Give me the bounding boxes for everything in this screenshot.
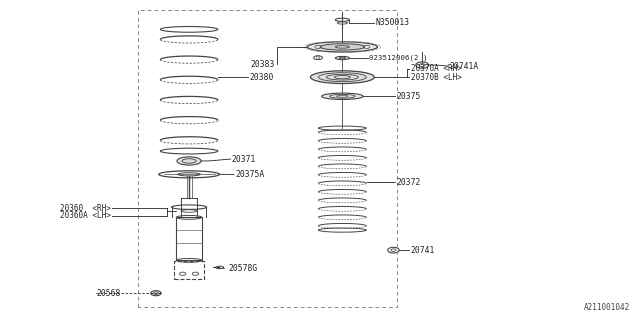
Text: A211001042: A211001042 [584,303,630,312]
Text: 20383: 20383 [251,60,275,69]
Ellipse shape [177,157,201,165]
Text: 20375: 20375 [397,92,421,101]
Text: 20380: 20380 [250,73,274,82]
Ellipse shape [310,71,374,84]
Bar [176,217,202,260]
Ellipse shape [307,42,378,52]
Text: 20360A <LH>: 20360A <LH> [60,211,111,220]
Bar [173,261,204,278]
Text: 20370B <LH>: 20370B <LH> [411,73,461,82]
Text: 20568: 20568 [97,289,121,298]
Text: 20578G: 20578G [228,264,257,273]
Ellipse shape [321,93,363,100]
Text: 20741A: 20741A [449,61,478,70]
Text: 20741: 20741 [411,246,435,255]
Text: 20372: 20372 [397,178,421,187]
Text: 20371: 20371 [232,155,256,164]
Ellipse shape [320,44,365,50]
Text: 023512006(2 ): 023512006(2 ) [369,55,428,61]
Text: 20360  <RH>: 20360 <RH> [60,204,111,213]
Text: 20375A: 20375A [235,170,264,179]
Text: N: N [316,55,319,60]
Text: 20370A <RH>: 20370A <RH> [411,64,461,73]
Text: N350013: N350013 [376,19,410,28]
